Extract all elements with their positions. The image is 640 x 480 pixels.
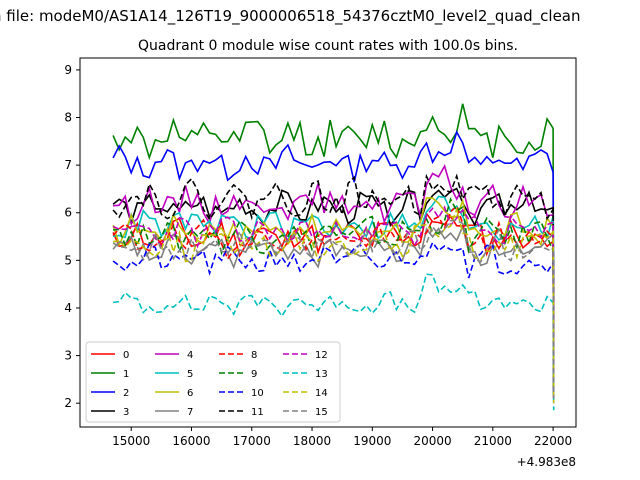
x-tick-label-3: 18000 xyxy=(293,434,331,448)
legend-label-8: 8 xyxy=(251,350,257,361)
series-line-12 xyxy=(112,205,555,399)
series-line-10 xyxy=(112,241,555,394)
legend-label-0: 0 xyxy=(123,350,129,361)
legend-frame xyxy=(85,341,341,423)
legend-label-7: 7 xyxy=(187,407,193,418)
y-axis: 2 3 4 5 6 7 8 9 xyxy=(64,63,80,410)
series-line-3 xyxy=(112,187,555,389)
series-lines xyxy=(112,103,555,411)
series-line-9 xyxy=(113,197,555,394)
x-tick-label-0: 15000 xyxy=(112,434,150,448)
legend-label-9: 9 xyxy=(251,369,257,380)
legend-label-4: 4 xyxy=(187,350,193,361)
y-tick-label-0: 2 xyxy=(64,396,72,410)
x-tick-label-4: 19000 xyxy=(353,434,391,448)
figure-suptitle: n file: modeM0/AS1A14_126T19_9000006518_… xyxy=(0,7,581,26)
x-tick-label-1: 16000 xyxy=(172,434,210,448)
x-tick-label-7: 22000 xyxy=(534,434,572,448)
legend-label-14: 14 xyxy=(315,388,328,399)
y-tick-label-4: 6 xyxy=(64,206,72,220)
y-tick-label-7: 9 xyxy=(64,63,72,77)
series-line-6 xyxy=(112,197,555,394)
series-line-2 xyxy=(112,130,555,394)
series-line-1 xyxy=(112,103,555,389)
y-tick-label-5: 7 xyxy=(64,158,72,172)
x-axis: 15000 16000 17000 18000 19000 20000 21000 22000 xyxy=(112,427,572,448)
legend-label-6: 6 xyxy=(187,388,193,399)
series-line-14 xyxy=(112,206,555,404)
legend-label-5: 5 xyxy=(187,369,193,380)
series-line-4 xyxy=(113,164,555,394)
x-offset-label: +4.983e8 xyxy=(517,455,576,469)
x-tick-label-2: 17000 xyxy=(233,434,271,448)
y-tick-label-6: 8 xyxy=(64,111,72,125)
series-line-13 xyxy=(112,273,555,411)
legend-label-10: 10 xyxy=(251,388,264,399)
legend-label-2: 2 xyxy=(123,388,129,399)
y-tick-label-2: 4 xyxy=(64,301,72,315)
chart-title: Quadrant 0 module wise count rates with … xyxy=(138,38,518,54)
x-tick-label-6: 21000 xyxy=(474,434,512,448)
legend-label-1: 1 xyxy=(123,369,129,380)
legend-label-12: 12 xyxy=(315,350,328,361)
y-tick-label-1: 3 xyxy=(64,349,72,363)
series-line-11 xyxy=(112,173,555,389)
axes-frame xyxy=(79,57,577,428)
legend-label-3: 3 xyxy=(123,407,129,418)
y-tick-label-3: 5 xyxy=(64,253,72,267)
legend-label-13: 13 xyxy=(315,369,328,380)
x-tick-label-5: 20000 xyxy=(413,434,451,448)
series-line-15 xyxy=(112,219,555,399)
legend-label-11: 11 xyxy=(251,407,264,418)
legend-label-15: 15 xyxy=(315,407,328,418)
